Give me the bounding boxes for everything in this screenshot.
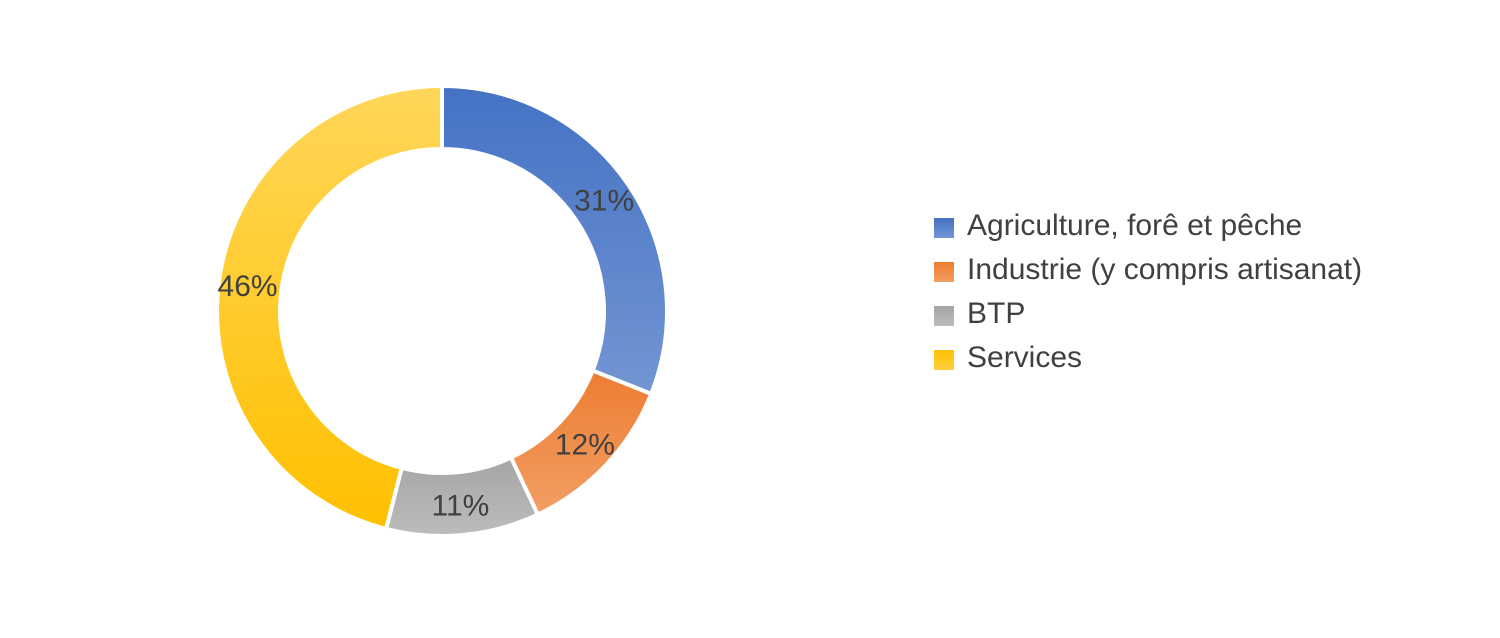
legend-swatch-btp bbox=[934, 306, 954, 326]
legend-item-btp: BTP bbox=[934, 292, 1374, 336]
data-label-industrie: 12% bbox=[555, 429, 615, 462]
legend-label-services: Services bbox=[967, 341, 1083, 374]
legend-item-agriculture: Agriculture, forê et pêche bbox=[934, 204, 1374, 248]
legend-swatch-agriculture bbox=[934, 218, 954, 238]
legend-swatch-services bbox=[934, 350, 954, 370]
data-label-agriculture: 31% bbox=[574, 184, 634, 217]
legend: Agriculture, forê et pêche Industrie (y c… bbox=[934, 204, 1374, 380]
data-label-btp: 11% bbox=[432, 490, 490, 523]
data-label-services: 46% bbox=[218, 270, 278, 303]
slice-services bbox=[215, 83, 444, 532]
legend-label-agriculture: Agriculture, forê et pêche bbox=[967, 209, 1303, 242]
legend-item-industrie: Industrie (y compris artisanat) bbox=[934, 248, 1374, 292]
legend-item-services: Services bbox=[934, 336, 1374, 380]
donut-slices bbox=[215, 83, 669, 538]
data-labels: 31% 12% 11% 46% bbox=[218, 184, 635, 522]
legend-label-btp: BTP bbox=[967, 297, 1026, 330]
legend-label-industrie: Industrie (y compris artisanat) bbox=[967, 253, 1363, 286]
slice-agriculture bbox=[440, 83, 669, 397]
legend-swatch-industrie bbox=[934, 262, 954, 282]
